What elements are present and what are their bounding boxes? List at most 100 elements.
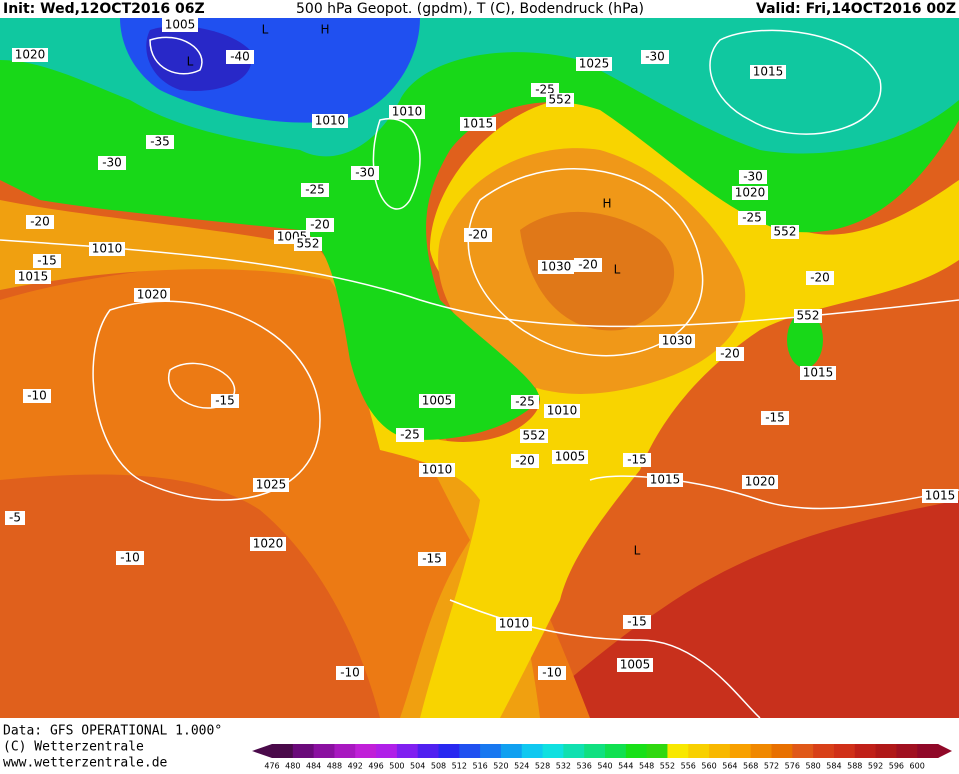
contour-label: 1020 xyxy=(15,48,46,62)
contour xyxy=(149,36,203,75)
label-box xyxy=(511,454,539,468)
colorbar-label: 476 xyxy=(264,762,279,771)
label-box xyxy=(806,271,834,285)
colorbar-swatch xyxy=(688,744,710,758)
contour-label: 1015 xyxy=(753,65,784,79)
label-box xyxy=(738,211,766,225)
contour-label: 1020 xyxy=(735,186,766,200)
contour-label: -30 xyxy=(743,170,763,184)
colorbar-label: 532 xyxy=(556,762,571,771)
pressure-center: L xyxy=(262,23,269,37)
contour-label: -20 xyxy=(310,218,330,232)
contour-label: -25 xyxy=(400,428,420,442)
colorbar-swatch xyxy=(771,744,793,758)
colorbar-label: 548 xyxy=(639,762,654,771)
label-box xyxy=(538,666,566,680)
label-box xyxy=(641,50,669,64)
contour-label: 1015 xyxy=(925,489,956,503)
label-box xyxy=(116,551,144,565)
contour-label: -20 xyxy=(515,454,535,468)
contour-label: 1010 xyxy=(422,463,453,477)
label-box xyxy=(617,658,653,672)
pressure-center: H xyxy=(320,23,329,37)
label-box xyxy=(574,258,602,272)
label-box xyxy=(750,65,786,79)
copyright: (C) Wetterzentrale xyxy=(3,740,144,755)
contour-label: 552 xyxy=(549,93,572,107)
colorbar-label: 480 xyxy=(285,762,300,771)
label-box xyxy=(250,537,286,551)
colorbar-label: 540 xyxy=(597,762,612,771)
colorbar-label: 576 xyxy=(785,762,800,771)
colorbar-swatch xyxy=(709,744,731,758)
contour-label: 1015 xyxy=(803,366,834,380)
contour-label: 1010 xyxy=(499,617,530,631)
colorbar-swatch xyxy=(584,744,606,758)
label-box xyxy=(546,93,574,107)
contour-label: -20 xyxy=(30,215,50,229)
colorbar-label: 528 xyxy=(535,762,550,771)
valid-time: Valid: Fri,14OCT2016 00Z xyxy=(756,1,956,17)
contour-label: 1030 xyxy=(541,260,572,274)
field-low xyxy=(146,26,252,91)
label-box xyxy=(538,260,574,274)
contour-label: 1020 xyxy=(137,288,168,302)
label-box xyxy=(464,228,492,242)
data-source: Data: GFS OPERATIONAL 1.000° xyxy=(3,724,222,739)
label-box xyxy=(389,105,425,119)
colorbar-swatch xyxy=(646,744,668,758)
contour-label: -5 xyxy=(9,511,21,525)
label-box xyxy=(418,552,446,566)
colorbar-label: 484 xyxy=(306,762,321,771)
label-box xyxy=(761,411,789,425)
label-box xyxy=(15,270,51,284)
label-box xyxy=(162,18,198,32)
colorbar-swatch xyxy=(729,744,752,758)
contour-label: -15 xyxy=(765,411,785,425)
url: www.wetterzentrale.de xyxy=(3,756,168,771)
label-box xyxy=(396,428,424,442)
map-title: 500 hPa Geopot. (gpdm), T (C), Bodendruc… xyxy=(296,1,644,17)
label-box xyxy=(12,48,48,62)
contour-label: -15 xyxy=(37,254,57,268)
colorbar-swatch xyxy=(272,744,294,758)
contour-label: 552 xyxy=(297,237,320,251)
contour-label: 1025 xyxy=(256,478,287,492)
colorbar-label: 568 xyxy=(743,762,758,771)
contour-label: -15 xyxy=(215,394,235,408)
colorbar-label: 524 xyxy=(514,762,529,771)
label-box xyxy=(294,237,322,251)
colorbar-label: 496 xyxy=(368,762,383,771)
contour-label: -20 xyxy=(720,347,740,361)
label-box xyxy=(511,395,539,409)
colorbar-label: 588 xyxy=(847,762,862,771)
contour-label: 1005 xyxy=(422,394,453,408)
colorbar-label: 556 xyxy=(681,762,696,771)
header-bar xyxy=(0,0,959,18)
contour-label: -15 xyxy=(422,552,442,566)
label-box xyxy=(5,511,25,525)
colorbar-swatch xyxy=(875,744,897,758)
contour xyxy=(589,475,959,510)
label-box xyxy=(742,475,778,489)
contours xyxy=(0,29,959,719)
contour xyxy=(449,599,761,719)
colorbar-swatch xyxy=(750,744,772,758)
contour-label: -10 xyxy=(542,666,562,680)
colorbar-swatch xyxy=(500,744,523,758)
contour-label: -30 xyxy=(102,156,122,170)
label-box xyxy=(647,473,683,487)
colorbar-label: 544 xyxy=(618,762,633,771)
contour-label: -30 xyxy=(355,166,375,180)
label-box xyxy=(26,215,54,229)
label-box xyxy=(146,135,174,149)
label-box xyxy=(716,347,744,361)
colorbar-swatch xyxy=(376,744,398,758)
contour-label: 1010 xyxy=(92,242,123,256)
pressure-center: L xyxy=(614,263,621,277)
label-box xyxy=(552,450,588,464)
contour-label: -15 xyxy=(627,615,647,629)
contour-label: 552 xyxy=(797,309,820,323)
colorbar-swatch xyxy=(813,744,835,758)
